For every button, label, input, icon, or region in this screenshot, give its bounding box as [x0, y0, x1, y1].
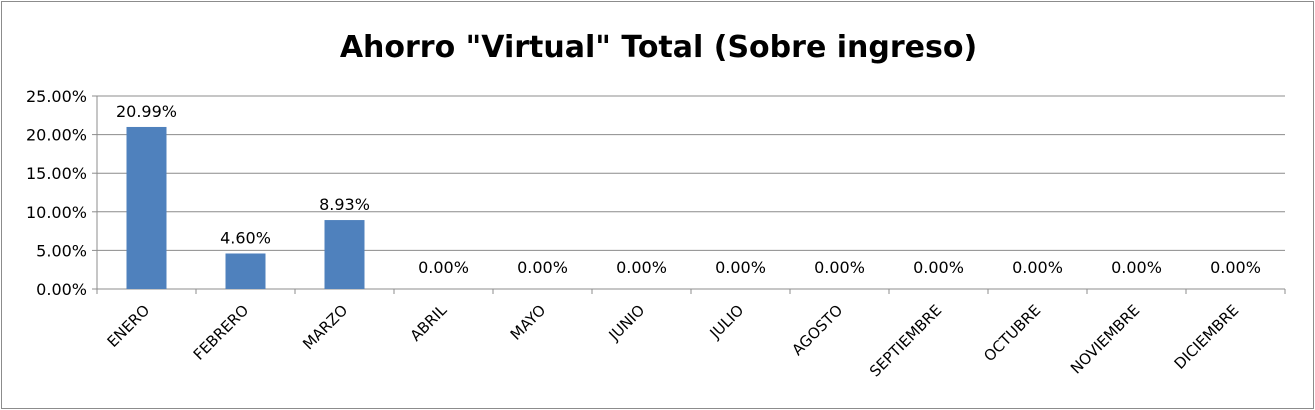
x-category-label: AGOSTO: [788, 301, 846, 359]
x-category-label: JUNIO: [605, 301, 649, 345]
data-label: 0.00%: [1111, 258, 1162, 277]
y-tick-label: 20.00%: [26, 126, 87, 145]
y-tick-label: 15.00%: [26, 164, 87, 183]
x-category-label: MARZO: [299, 301, 351, 353]
y-tick-label: 0.00%: [36, 280, 87, 299]
data-label: 0.00%: [1210, 258, 1261, 277]
data-label: 0.00%: [418, 258, 469, 277]
y-tick-label: 10.00%: [26, 203, 87, 222]
x-category-label: FEBRERO: [190, 301, 253, 364]
data-label: 0.00%: [715, 258, 766, 277]
x-category-label: OCTUBRE: [980, 301, 1044, 365]
x-category-label: ENERO: [104, 301, 154, 351]
x-category-label: DICIEMBRE: [1171, 301, 1243, 373]
y-tick-label: 25.00%: [26, 87, 87, 106]
bar: [225, 253, 266, 289]
x-category-label: SEPTIEMBRE: [866, 301, 945, 380]
x-category-label: NOVIEMBRE: [1067, 301, 1143, 377]
data-label: 8.93%: [319, 195, 370, 214]
data-label: 20.99%: [116, 102, 177, 121]
bar: [126, 126, 167, 289]
data-label: 4.60%: [220, 228, 271, 247]
y-tick-label: 5.00%: [36, 241, 87, 260]
data-label: 0.00%: [616, 258, 667, 277]
chart-title: Ahorro "Virtual" Total (Sobre ingreso): [339, 30, 978, 65]
bar: [324, 220, 365, 289]
x-category-label: JULIO: [706, 301, 748, 343]
data-label: 0.00%: [1012, 258, 1063, 277]
x-category-label: ABRIL: [407, 301, 451, 345]
x-category-label: MAYO: [507, 301, 550, 344]
data-label: 0.00%: [814, 258, 865, 277]
data-label: 0.00%: [913, 258, 964, 277]
data-label: 0.00%: [517, 258, 568, 277]
